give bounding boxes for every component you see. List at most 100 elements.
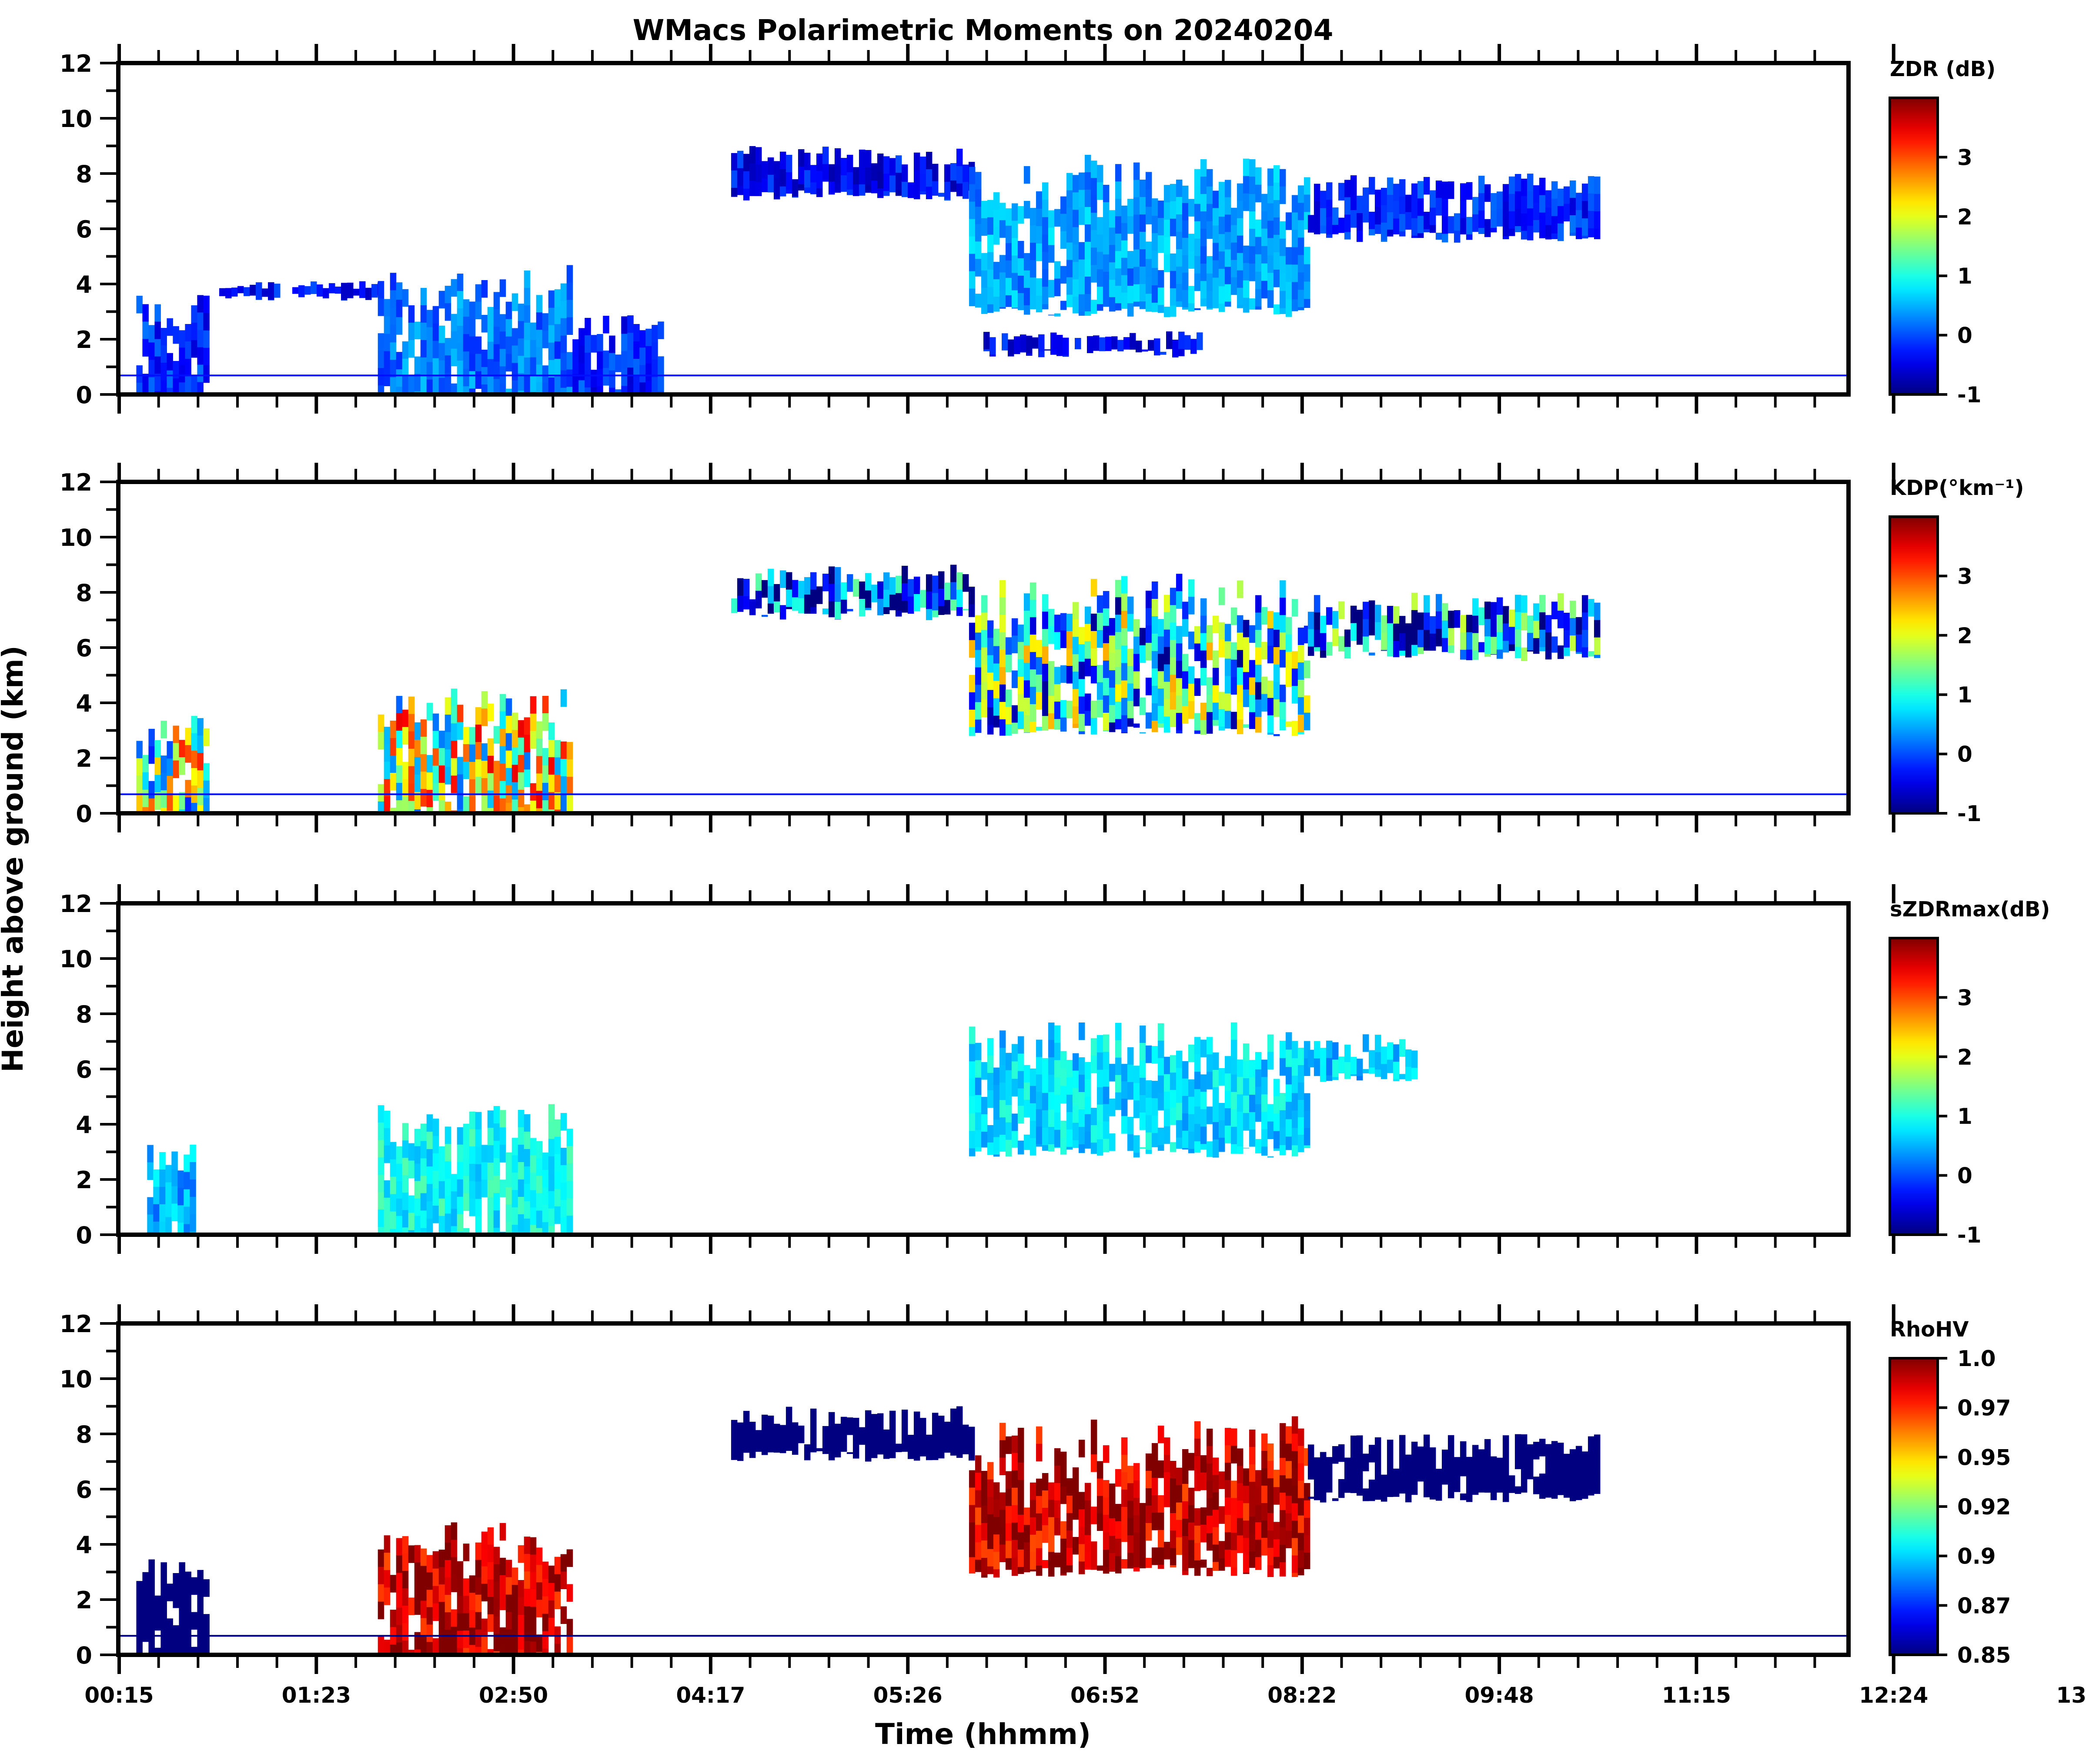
heatmap-cell — [554, 775, 561, 792]
heatmap-cell — [384, 796, 391, 814]
heatmap-cell — [451, 1540, 458, 1557]
heatmap-cell — [1103, 1139, 1110, 1153]
heatmap-cell — [743, 1428, 750, 1446]
heatmap-cell — [1255, 1139, 1262, 1153]
heatmap-cell — [160, 345, 167, 363]
heatmap-cell — [1060, 214, 1067, 232]
heatmap-cell — [1267, 1478, 1274, 1496]
heatmap-cell — [1417, 1464, 1424, 1482]
colorbar-tick-label: 2 — [1957, 623, 1972, 648]
heatmap-cell — [1344, 214, 1351, 232]
heatmap-cell — [475, 371, 482, 389]
heatmap-cell — [1023, 680, 1030, 698]
heatmap-cell — [148, 1559, 155, 1577]
heatmap-cell — [457, 378, 464, 395]
heatmap-cell — [975, 1147, 982, 1152]
heatmap-cell — [1130, 333, 1136, 350]
heatmap-cell — [1011, 1487, 1018, 1506]
heatmap-cell — [445, 1595, 451, 1613]
heatmap-cell — [1078, 1144, 1085, 1153]
heatmap-cell — [1224, 197, 1231, 215]
heatmap-cell — [1176, 284, 1183, 302]
heatmap-cell — [1078, 1109, 1085, 1127]
heatmap-cell — [1048, 1040, 1055, 1058]
heatmap-cell — [779, 605, 786, 620]
heatmap-cell — [1109, 653, 1116, 671]
heatmap-cell — [1267, 1530, 1274, 1548]
heatmap-cell — [852, 1418, 859, 1436]
heatmap-cell — [1109, 1570, 1116, 1572]
heatmap-cell — [865, 150, 872, 168]
heatmap-cell — [621, 334, 628, 351]
heatmap-cell — [1224, 1108, 1231, 1126]
heatmap-cell — [1090, 578, 1097, 597]
heatmap-cell — [1090, 1420, 1097, 1437]
heatmap-cell — [1072, 1088, 1079, 1106]
heatmap-cell — [1411, 610, 1418, 628]
heatmap-cell — [1243, 176, 1250, 194]
heatmap-cell — [160, 1562, 167, 1580]
heatmap-cell — [1066, 666, 1073, 684]
heatmap-cell — [1563, 1453, 1570, 1472]
heatmap-cell — [1279, 580, 1286, 598]
heatmap-cell — [1326, 1040, 1333, 1059]
heatmap-cell — [542, 383, 549, 395]
heatmap-cell — [731, 1420, 738, 1438]
heatmap-cell — [1218, 726, 1225, 731]
heatmap-cell — [197, 382, 204, 395]
heatmap-cell — [1145, 294, 1152, 311]
heatmap-cell — [481, 1636, 488, 1654]
heatmap-cell — [179, 347, 185, 365]
heatmap-cell — [1267, 273, 1274, 291]
heatmap-cell — [524, 1554, 531, 1572]
heatmap-cell — [378, 1192, 384, 1210]
heatmap-cell — [828, 1412, 835, 1430]
heatmap-cell — [1527, 174, 1534, 191]
heatmap-cell — [536, 756, 543, 774]
heatmap-cell — [518, 1580, 525, 1598]
heatmap-cell — [1200, 1039, 1207, 1057]
heatmap-cell — [1163, 1472, 1170, 1490]
heatmap-cell — [865, 184, 872, 193]
heatmap-cell — [438, 325, 445, 344]
heatmap-cell — [481, 1584, 488, 1602]
heatmap-cell — [457, 343, 464, 361]
heatmap-cell — [883, 572, 890, 590]
heatmap-cell — [993, 1517, 1000, 1535]
heatmap-cell — [1237, 667, 1244, 685]
heatmap-cell — [457, 1578, 464, 1597]
heatmap-cell — [1084, 155, 1091, 173]
heatmap-cell — [1066, 225, 1073, 243]
echo-region — [1307, 1434, 1601, 1503]
heatmap-cell — [408, 748, 415, 767]
heatmap-cell — [536, 347, 543, 365]
heatmap-cell — [1109, 1501, 1116, 1519]
heatmap-cell — [414, 356, 421, 374]
heatmap-cell — [445, 732, 451, 750]
heatmap-cell — [1307, 629, 1314, 647]
heatmap-cell — [177, 1205, 184, 1223]
heatmap-cell — [1170, 1513, 1177, 1531]
heatmap-cell — [1423, 1434, 1430, 1453]
heatmap-cell — [975, 615, 982, 633]
heatmap-cell — [1048, 227, 1055, 245]
heatmap-cell — [1072, 297, 1079, 314]
heatmap-cell — [1527, 1444, 1534, 1462]
heatmap-cell — [975, 1129, 982, 1148]
heatmap-cell — [1036, 692, 1043, 710]
heatmap-cell — [1036, 1039, 1043, 1057]
heatmap-cell — [445, 749, 451, 767]
heatmap-cell — [1368, 1480, 1375, 1497]
heatmap-cell — [511, 1155, 518, 1173]
heatmap-cell — [1030, 295, 1036, 310]
heatmap-cell — [1575, 227, 1582, 239]
heatmap-cell — [1078, 172, 1085, 190]
heatmap-cell — [518, 1197, 525, 1215]
heatmap-cell — [536, 1547, 543, 1565]
heatmap-cell — [1056, 352, 1063, 356]
heatmap-cell — [1472, 1480, 1479, 1495]
heatmap-cell — [804, 1444, 811, 1460]
heatmap-cell — [975, 189, 982, 207]
heatmap-cell — [1291, 686, 1298, 704]
